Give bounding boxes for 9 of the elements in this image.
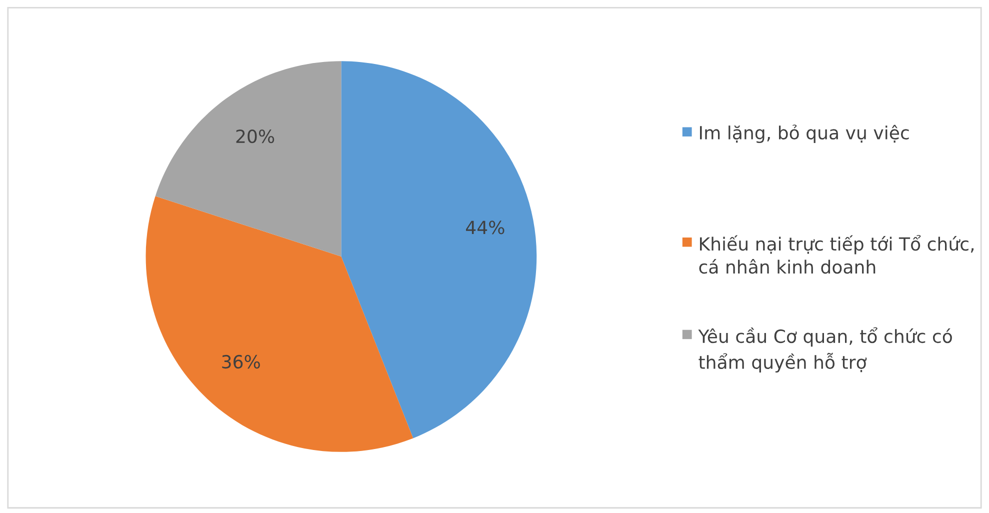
data-label: 44% (466, 220, 504, 234)
legend-label: Khiếu nại trực tiếp tới Tổ chức, cá nhân kinh doanh (699, 234, 974, 274)
pie-slice (341, 61, 537, 438)
legend-label: Im lặng, bỏ qua vụ việc (700, 124, 909, 144)
data-label: 20% (236, 130, 274, 144)
pie-slice (146, 196, 414, 452)
legend-label: Yêu cầu Cơ quan, tổ chức có thẩm quyền hỗ trợ (698, 327, 952, 373)
pie-slice (155, 61, 342, 256)
data-label: 36% (222, 354, 260, 369)
